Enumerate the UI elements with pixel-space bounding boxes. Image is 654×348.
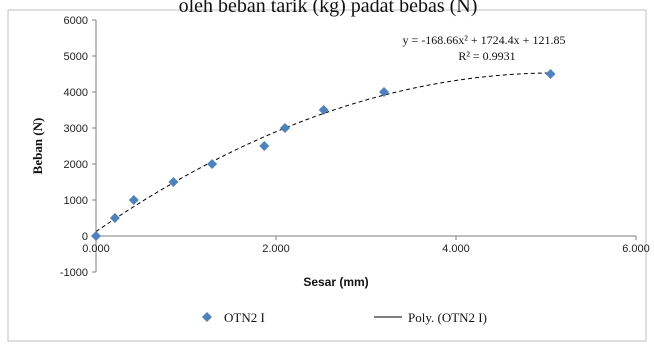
chart-frame <box>7 9 647 342</box>
x-tick-group: 0.000 2.000 4.000 6.000 <box>82 236 650 255</box>
data-point <box>109 213 120 223</box>
data-point <box>545 69 556 79</box>
data-point <box>259 141 270 151</box>
y-axis-title: Beban (N) <box>30 118 45 175</box>
y-tick-label: 6000 <box>64 15 88 27</box>
data-point <box>128 195 139 205</box>
trend-r2: R² = 0.9931 <box>458 49 515 63</box>
y-tick-label: 2000 <box>64 159 88 171</box>
data-point <box>318 105 329 115</box>
y-tick-label: 3000 <box>64 123 88 135</box>
y-tick-label: -1000 <box>60 267 88 279</box>
legend: OTN2 I Poly. (OTN2 I) <box>202 310 487 325</box>
series-points <box>91 69 556 241</box>
trend-equation: y = -168.66x² + 1724.4x + 121.85 <box>403 33 566 47</box>
caption-fragment: oleh beban tarik (kg) padat bebas (N) <box>179 0 478 17</box>
x-tick-label: 2.000 <box>262 243 290 255</box>
x-axis-title: Sesar (mm) <box>303 275 368 289</box>
legend-label-series: OTN2 I <box>224 310 265 325</box>
data-point <box>168 177 179 187</box>
x-tick-label: 6.000 <box>622 243 650 255</box>
trendline-path <box>95 72 551 233</box>
data-point <box>91 231 101 241</box>
y-tick-label: 4000 <box>64 87 88 99</box>
legend-label-trendline: Poly. (OTN2 I) <box>408 310 487 325</box>
y-tick-group: -1000 0 1000 2000 3000 4000 5000 6000 <box>60 15 96 279</box>
data-point <box>280 123 290 133</box>
x-tick-label: 4.000 <box>442 243 470 255</box>
y-tick-label: 5000 <box>64 51 88 63</box>
x-tick-label: 0.000 <box>82 243 110 255</box>
legend-marker-diamond <box>202 312 212 322</box>
data-point <box>379 87 389 97</box>
y-tick-label: 0 <box>82 231 88 243</box>
data-point <box>207 159 218 169</box>
y-tick-label: 1000 <box>64 195 88 207</box>
